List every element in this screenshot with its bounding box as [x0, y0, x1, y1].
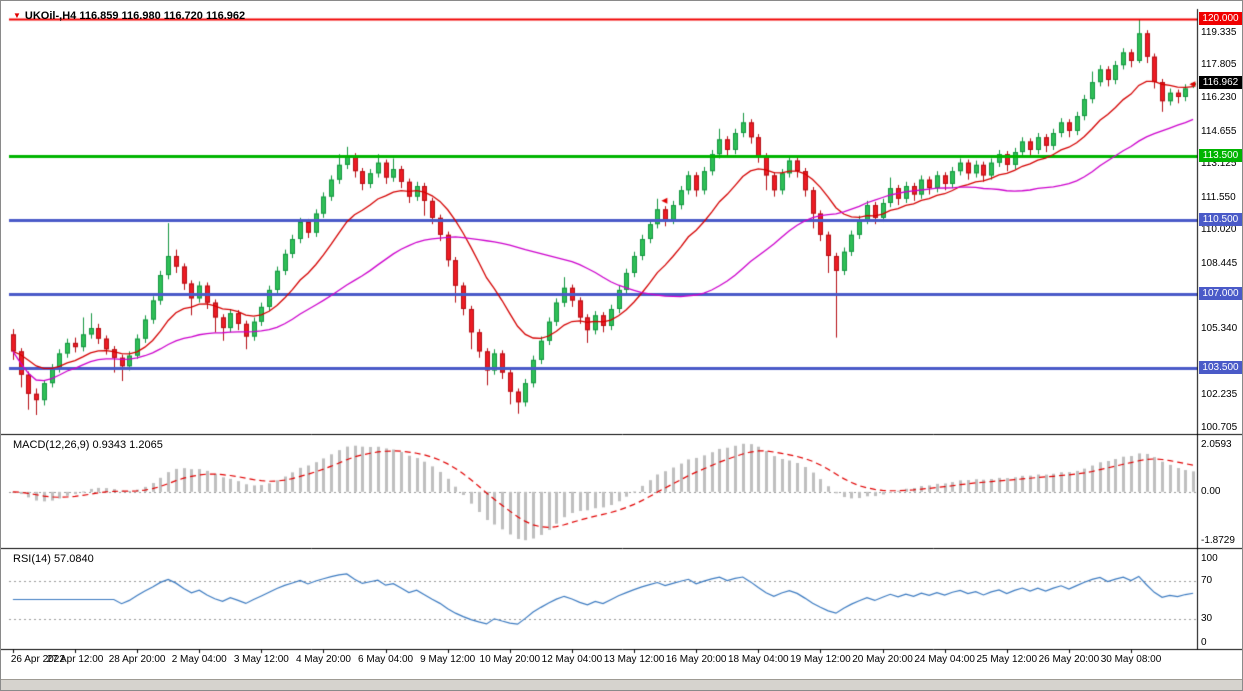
- chart-title-text: UKOil-,H4 116.859 116.980 116.720 116.96…: [24, 10, 246, 22]
- macd-indicator-label: MACD(12,26,9) 0.9343 1.2065: [13, 439, 163, 451]
- price-axis-label: 110.020: [1201, 224, 1237, 236]
- price-axis-label: 108.445: [1201, 257, 1238, 269]
- time-axis-label: 26 May 20:00: [1038, 654, 1100, 665]
- time-axis-label: 9 May 12:00: [420, 654, 476, 665]
- window-bottom-bar: [1, 679, 1242, 690]
- time-axis-label: 18 May 04:00: [727, 654, 789, 665]
- time-axis-label: 10 May 20:00: [479, 654, 541, 665]
- rsi-scale: 100 70 30 0: [1, 1, 1242, 661]
- symbol-marker-icon: ▼: [13, 11, 21, 20]
- rsi-indicator-label: RSI(14) 57.0840: [13, 553, 94, 565]
- time-scale[interactable]: 26 Apr 2022 27 Apr 12:00 28 Apr 20:00 2 May…: [1, 654, 1242, 670]
- price-axis-label: 114.655: [1201, 125, 1237, 137]
- macd-axis-label: 0.00: [1201, 485, 1221, 497]
- time-axis-label: 19 May 12:00: [790, 654, 851, 665]
- price-axis-label: 102.235: [1201, 389, 1238, 401]
- time-axis-label: 4 May 20:00: [295, 654, 351, 665]
- price-axis-label: 111.550: [1201, 191, 1236, 203]
- time-axis-label: 30 May 08:00: [1100, 654, 1162, 665]
- rsi-axis-label: 30: [1201, 612, 1213, 624]
- time-axis-label: 16 May 20:00: [665, 654, 727, 665]
- price-scale[interactable]: 119.335 117.805 116.230 114.655 113.125 111.5…: [1, 1, 1242, 661]
- macd-axis-label: -1.8729: [1201, 535, 1235, 546]
- time-axis-label: 20 May 20:00: [852, 654, 913, 665]
- price-level-badge: 120.000: [1199, 11, 1242, 25]
- time-axis-label: 27 Apr 12:00: [46, 654, 104, 665]
- price-axis-label: 100.705: [1201, 421, 1238, 433]
- price-axis-label: 105.340: [1201, 323, 1238, 335]
- price-axis-label: 117.805: [1201, 59, 1237, 71]
- time-axis-label: 2 May 04:00: [171, 654, 227, 665]
- time-axis-label: 26 Apr 2022: [10, 654, 65, 665]
- current-price-badge: 116.962: [1199, 75, 1242, 89]
- macd-axis-label: 2.0593: [1201, 439, 1232, 450]
- rsi-axis-label: 0: [1201, 637, 1207, 648]
- price-axis-label: 116.230: [1201, 92, 1237, 104]
- price-level-badge: 113.500: [1199, 149, 1242, 163]
- price-axis-label: 113.125: [1201, 158, 1237, 170]
- time-axis-label: 6 May 04:00: [358, 654, 414, 665]
- rsi-axis-label: 70: [1201, 574, 1213, 586]
- price-level-badge: 103.500: [1199, 361, 1242, 375]
- price-level-badge: 110.500: [1199, 212, 1242, 226]
- time-axis-label: 25 May 12:00: [976, 654, 1038, 665]
- time-axis-label: 24 May 04:00: [914, 654, 975, 665]
- chart-title: ▼ UKOil-,H4 116.859 116.980 116.720 116.…: [13, 10, 245, 22]
- time-axis-label: 28 Apr 20:00: [108, 654, 166, 665]
- time-axis-label: 13 May 12:00: [603, 654, 665, 665]
- macd-scale: 2.0593 0.00 -1.8729: [1, 1, 1242, 661]
- rsi-axis-label: 100: [1201, 553, 1218, 564]
- price-axis-label: 119.335: [1201, 26, 1237, 38]
- price-level-badge: 107.000: [1199, 287, 1242, 301]
- time-axis-label: 12 May 04:00: [541, 654, 603, 665]
- time-axis-label: 3 May 12:00: [233, 654, 289, 665]
